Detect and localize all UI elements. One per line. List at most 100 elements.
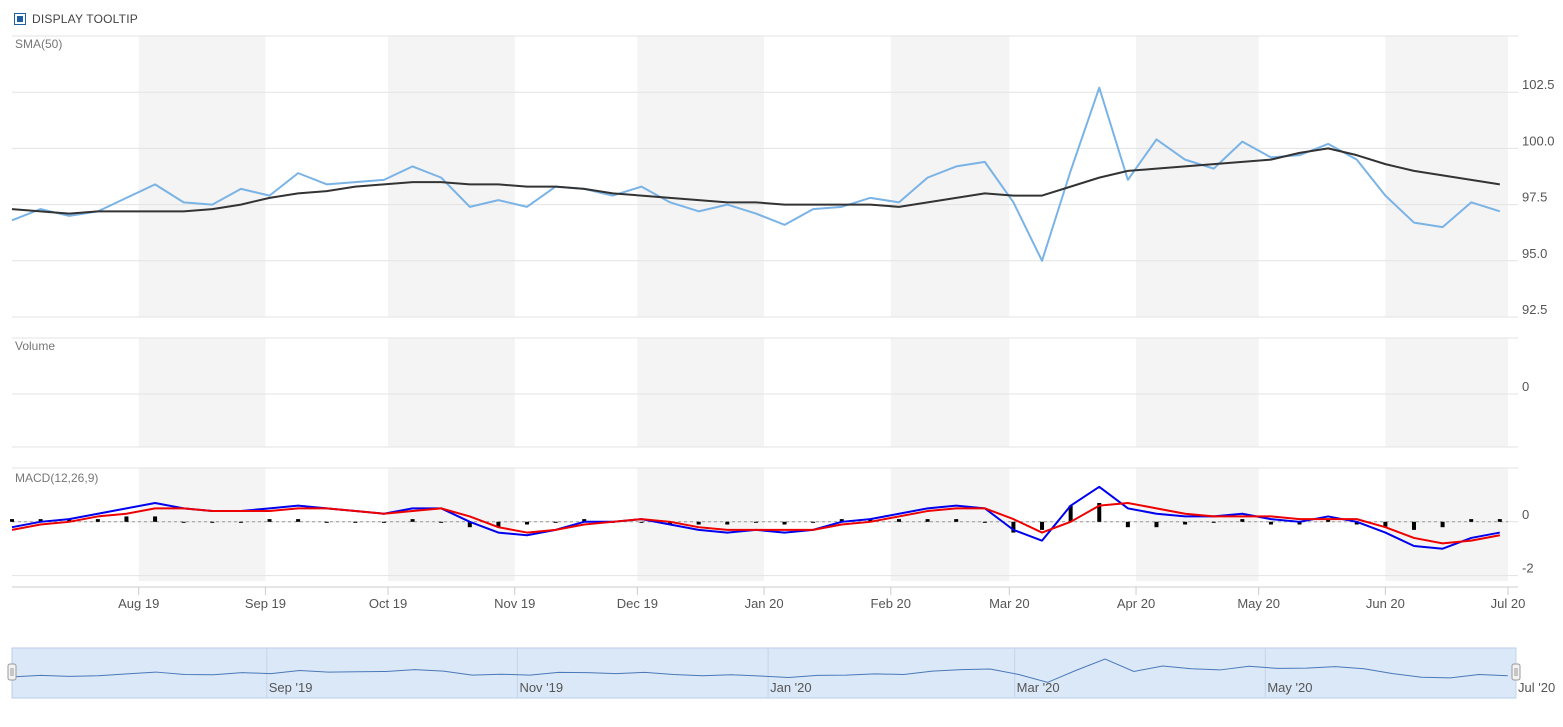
month-band [388,468,515,581]
macd-histogram-bar [696,521,701,525]
x-axis: Aug 19 Sep 19 Oct 19 Nov 19 Dec 19 Jan 20 Feb … [12,586,1526,611]
y-tick-label: 97.5 [1522,190,1547,205]
y-axis-labels: 92.5 95.0 97.5 100.0 102.5 0 -2 0 [1522,77,1555,575]
macd-histogram-bar [582,519,587,522]
month-band [1385,468,1508,581]
navigator-right-handle[interactable] [1511,663,1521,681]
month-band [1136,36,1259,317]
macd-histogram-bar [982,521,987,523]
macd-histogram-bar [467,521,472,528]
macd-histogram-bar [868,519,873,522]
macd-histogram-bar [1354,521,1359,525]
macd-histogram-bar [1211,521,1216,523]
macd-histogram-bar [1297,521,1302,525]
x-tick-label: Oct 19 [369,596,407,611]
month-band [388,36,515,317]
macd-histogram-bar [181,521,186,523]
macd-histogram-bar [668,521,673,525]
macd-histogram-bar [67,519,72,522]
y-tick-label: 92.5 [1522,302,1547,317]
navigator[interactable]: Sep '19 Nov '19 Jan '20 Mar '20 May '20 Jul '… [7,647,1555,699]
month-band [1385,338,1508,447]
macd-histogram-bar [1040,521,1045,530]
macd-histogram-bar [1440,521,1445,528]
navigator-left-handle[interactable] [7,663,17,681]
y-tick-label: 0 [1522,507,1529,522]
y-tick-label: 102.5 [1522,77,1555,92]
macd-histogram-bar [38,519,43,522]
macd-histogram-bar [1125,521,1130,528]
gridlines [12,35,1518,577]
macd-panel-title: MACD(12,26,9) [15,471,98,485]
macd-histogram-bar [525,521,530,525]
macd-histogram-bar [639,521,644,523]
macd-histogram-bar [1183,521,1188,525]
macd-histogram-bar [1383,521,1388,528]
month-band [890,36,1010,317]
x-tick-label: Jan 20 [745,596,784,611]
navigator-label: Jul '20 [1518,680,1555,695]
month-band [1136,468,1259,581]
macd-histogram-bar [725,521,730,525]
macd-histogram-bar [1497,519,1502,522]
navigator-label: Nov '19 [519,680,563,695]
macd-histogram-bar [1411,521,1416,530]
month-band [138,36,266,317]
macd-histogram-bar [811,521,816,523]
x-tick-label: Sep 19 [245,596,286,611]
x-tick-label: May 20 [1237,596,1280,611]
navigator-series [11,658,1508,683]
navigator-label: Jan '20 [770,680,812,695]
x-tick-label: Apr 20 [1117,596,1155,611]
macd-histogram-bar [1154,521,1159,528]
macd-histogram-bar [1097,502,1102,522]
macd-histogram-bar [10,519,14,522]
y-tick-label: 95.0 [1522,246,1547,261]
price-panel [11,86,1501,262]
month-band [1136,338,1259,447]
macd-histogram-bar [782,521,787,525]
macd-histogram-bar [925,519,930,522]
x-tick-label: Dec 19 [617,596,658,611]
x-tick-label: Jul 20 [1491,596,1526,611]
month-band [388,338,515,447]
month-band [637,338,765,447]
macd-histogram-bar [954,519,959,522]
volume-panel-title: Volume [15,339,55,353]
month-band [890,338,1010,447]
month-band [890,468,1010,581]
checkbox-icon[interactable] [14,13,26,25]
macd-histogram-bar [1469,519,1474,522]
macd-histogram-bar [553,521,558,523]
macd-histogram-bar [95,519,100,522]
month-band [138,468,266,581]
macd-histogram-bar [238,521,243,523]
macd-histogram-bar [839,519,844,522]
navigator-label: Sep '19 [269,680,313,695]
x-tick-label: Feb 20 [871,596,911,611]
macd-histogram-bar [381,521,386,523]
macd-histogram-bar [1326,519,1331,522]
x-tick-label: Mar 20 [989,596,1029,611]
x-tick-label: Aug 19 [118,596,159,611]
macd-panel [10,485,1508,550]
macd-histogram-bar [153,516,158,522]
macd-histogram-bar [210,521,215,523]
macd-histogram-bar [496,521,501,528]
macd-histogram-bar [1268,521,1273,525]
macd-histogram-bar [353,521,358,523]
macd-histogram-bar [296,519,301,522]
price-panel-title: SMA(50) [15,37,62,51]
month-band [637,468,765,581]
display-tooltip-checkbox[interactable]: DISPLAY TOOLTIP [14,12,138,26]
macd-histogram-bar [1240,519,1245,522]
signal-line [11,501,1501,545]
x-tick-label: Jun 20 [1366,596,1405,611]
x-tick-label: Nov 19 [494,596,535,611]
macd-histogram-bar [896,519,901,522]
navigator-label: Mar '20 [1017,680,1060,695]
navigator-label: May '20 [1267,680,1312,695]
month-band [637,36,765,317]
macd-histogram-bar [410,519,415,522]
